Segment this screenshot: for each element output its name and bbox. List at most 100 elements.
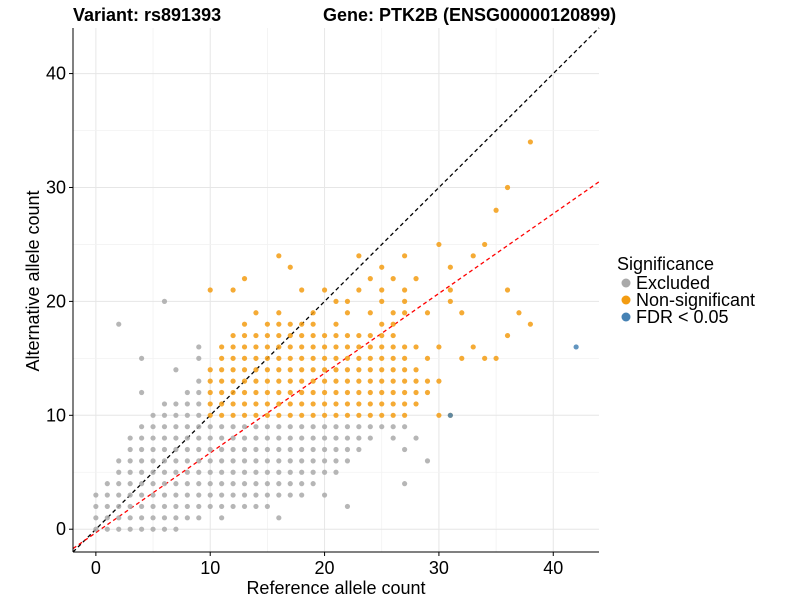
point-non-significant [367, 367, 373, 373]
point-non-significant [310, 344, 316, 350]
point-excluded [321, 469, 328, 475]
point-non-significant [402, 378, 408, 384]
point-excluded [173, 367, 179, 373]
x-axis-label: Reference allele count [246, 578, 425, 598]
point-non-significant [276, 253, 282, 259]
reference-lines [72, 27, 600, 553]
point-non-significant [264, 389, 270, 396]
point-excluded [219, 458, 225, 464]
point-excluded [253, 435, 259, 441]
point-excluded [184, 424, 190, 430]
point-non-significant [482, 355, 488, 361]
point-non-significant [241, 355, 248, 361]
point-non-significant [321, 287, 328, 293]
point-non-significant [344, 401, 351, 407]
point-excluded [127, 469, 133, 475]
point-non-significant [402, 412, 408, 418]
point-non-significant [367, 412, 373, 418]
point-non-significant [207, 367, 213, 373]
point-excluded [173, 458, 179, 464]
point-excluded [196, 435, 202, 441]
point-excluded [321, 424, 328, 430]
point-non-significant [253, 389, 259, 396]
point-excluded [287, 492, 293, 498]
point-excluded [173, 424, 179, 430]
point-non-significant [230, 344, 236, 350]
point-excluded [139, 515, 145, 521]
point-excluded [344, 446, 351, 453]
point-excluded [184, 389, 190, 396]
point-non-significant [264, 344, 270, 350]
point-non-significant [390, 412, 396, 418]
point-non-significant [207, 389, 213, 396]
point-excluded [196, 424, 202, 430]
point-non-significant [367, 401, 373, 407]
point-excluded [184, 469, 190, 475]
point-non-significant [367, 310, 373, 316]
point-non-significant [402, 310, 408, 316]
point-non-significant [333, 367, 339, 373]
x-tick-label: 0 [91, 558, 101, 578]
point-non-significant [321, 378, 328, 384]
point-excluded [104, 481, 110, 487]
point-excluded [241, 458, 248, 464]
point-non-significant [333, 412, 339, 418]
point-non-significant [367, 378, 373, 384]
point-non-significant [424, 355, 431, 361]
point-non-significant [230, 355, 236, 361]
point-non-significant [413, 344, 419, 350]
legend-label-non-significant: Non-significant [636, 290, 755, 310]
point-non-significant [424, 310, 431, 316]
y-axis-label: Alternative allele count [23, 190, 43, 371]
point-excluded [150, 481, 156, 487]
point-excluded [161, 424, 168, 430]
point-non-significant [482, 241, 488, 248]
point-excluded [196, 412, 202, 418]
point-non-significant [470, 344, 476, 350]
point-non-significant [241, 401, 248, 407]
point-non-significant [333, 344, 339, 350]
point-excluded [139, 458, 145, 464]
point-non-significant [241, 378, 248, 384]
point-excluded [230, 446, 236, 453]
point-excluded [219, 435, 225, 441]
point-excluded [196, 355, 202, 361]
point-excluded [150, 515, 156, 521]
point-fdr-0-05 [447, 412, 453, 418]
tick-labels: 0 10 20 30 40 0 10 20 30 40 [46, 64, 563, 578]
point-excluded [150, 435, 156, 441]
point-non-significant [230, 401, 236, 407]
point-non-significant [253, 367, 259, 373]
y-tick-label: 20 [46, 291, 66, 311]
point-non-significant [379, 332, 385, 339]
point-excluded [104, 492, 110, 498]
point-non-significant [230, 389, 236, 396]
point-non-significant [253, 332, 259, 339]
point-excluded [104, 526, 110, 532]
point-excluded [161, 435, 168, 441]
point-excluded [207, 492, 213, 498]
point-non-significant [321, 367, 328, 373]
point-excluded [287, 481, 293, 487]
point-non-significant [287, 401, 293, 407]
point-non-significant [321, 401, 328, 407]
point-non-significant [402, 401, 408, 407]
point-non-significant [310, 389, 316, 396]
point-non-significant [230, 378, 236, 384]
point-excluded [150, 492, 156, 498]
point-excluded [344, 458, 351, 464]
legend-swatch-excluded [621, 278, 631, 288]
point-excluded [276, 446, 282, 453]
point-non-significant [333, 389, 339, 396]
point-excluded [321, 492, 328, 498]
point-non-significant [356, 401, 362, 407]
point-non-significant [310, 412, 316, 418]
point-non-significant [493, 355, 499, 361]
point-excluded [207, 458, 213, 464]
y-tick-label: 0 [56, 519, 66, 539]
point-non-significant [253, 401, 259, 407]
point-non-significant [276, 332, 282, 339]
point-excluded [219, 424, 225, 430]
point-excluded [161, 492, 168, 498]
point-non-significant [253, 412, 259, 418]
